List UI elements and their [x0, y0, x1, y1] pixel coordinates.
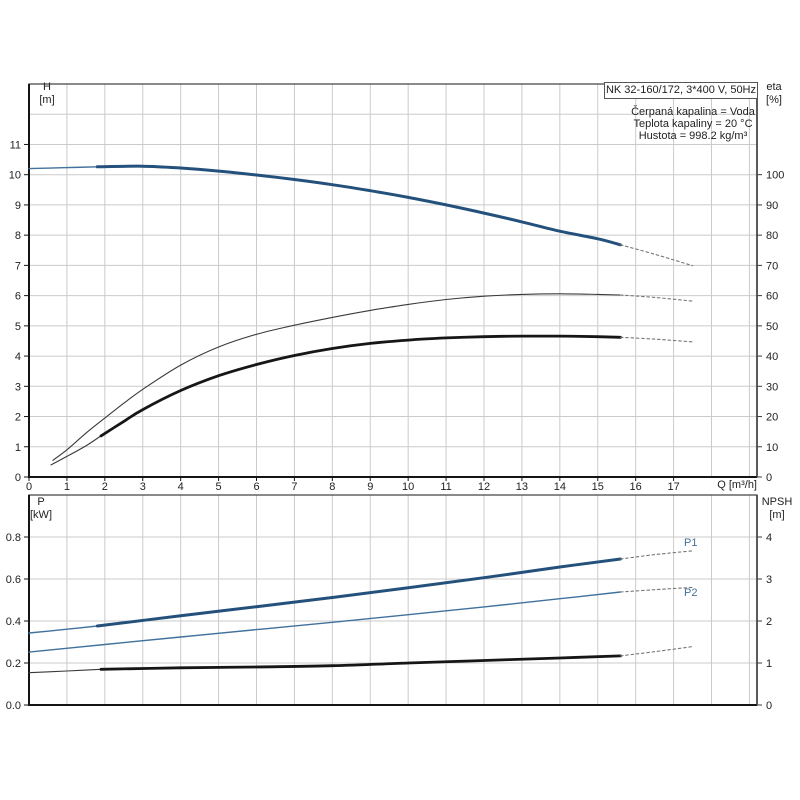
svg-text:0: 0	[15, 472, 21, 484]
curve-p2-ext	[619, 586, 694, 593]
svg-text:17: 17	[667, 481, 679, 493]
svg-text:30: 30	[766, 381, 778, 393]
svg-text:40: 40	[766, 351, 778, 363]
svg-text:3: 3	[140, 481, 146, 493]
svg-text:3: 3	[15, 381, 21, 393]
liquid-info-line: Teplota kapaliny = 20 °C	[633, 118, 753, 130]
top-chart-curves	[28, 164, 694, 466]
svg-text:0: 0	[766, 700, 772, 712]
svg-text:10: 10	[9, 170, 21, 182]
svg-text:5: 5	[216, 481, 222, 493]
curve-eta1-ext	[619, 294, 694, 302]
svg-text:1: 1	[15, 442, 21, 454]
svg-text:7: 7	[15, 260, 21, 272]
pump-model-box: NK 32-160/172, 3*400 V, 50Hz	[604, 82, 758, 99]
svg-text:14: 14	[554, 481, 566, 493]
npsh-axis-label: NPSH [m]	[755, 496, 799, 522]
svg-text:0.0: 0.0	[6, 700, 21, 712]
p-axis-symbol: P	[37, 496, 45, 508]
curve-npsh-lead	[28, 668, 102, 674]
svg-text:80: 80	[766, 230, 778, 242]
svg-text:4: 4	[766, 532, 772, 544]
svg-text:2: 2	[102, 481, 108, 493]
top-chart-grid	[29, 84, 757, 477]
svg-text:1: 1	[64, 481, 70, 493]
bottom-chart-tick-labels: 0.0 0.2 0.4 0.6 0.8 0 1 2 3 4	[6, 532, 772, 712]
svg-text:90: 90	[766, 200, 778, 212]
svg-text:2: 2	[15, 412, 21, 424]
svg-text:0.4: 0.4	[6, 616, 21, 628]
curve-qh-ext	[619, 244, 694, 267]
curve-p1-ext	[619, 550, 694, 560]
svg-text:0.2: 0.2	[6, 658, 21, 670]
svg-text:0: 0	[26, 481, 32, 493]
h-axis-symbol: H	[43, 81, 51, 93]
svg-text:0.6: 0.6	[6, 574, 21, 586]
liquid-info-line: Hustota = 998.2 kg/m³	[638, 130, 748, 142]
svg-text:10: 10	[766, 442, 778, 454]
liquid-info-line: Čerpaná kapalina = Voda	[631, 106, 755, 118]
top-chart-frame	[28, 83, 758, 478]
svg-text:16: 16	[630, 481, 642, 493]
svg-text:20: 20	[766, 412, 778, 424]
q-axis-label: Q [m³/h]	[717, 479, 757, 491]
h-axis-label: H [m]	[30, 81, 64, 107]
svg-text:9: 9	[15, 200, 21, 212]
bottom-chart-curves	[28, 550, 694, 674]
p2-curve-label: P2	[684, 587, 698, 599]
svg-text:9: 9	[367, 481, 373, 493]
curve-npsh-main	[99, 654, 622, 671]
curve-eta2-ext	[619, 336, 694, 343]
curve-p1-lead	[28, 625, 98, 634]
eta-axis-symbol: eta	[766, 81, 782, 93]
svg-text:10: 10	[402, 481, 414, 493]
svg-text:70: 70	[766, 260, 778, 272]
svg-text:6: 6	[15, 291, 21, 303]
svg-text:15: 15	[592, 481, 604, 493]
p-axis-label: P [kW]	[22, 496, 60, 522]
curve-eta2-lead	[50, 435, 102, 466]
svg-text:100: 100	[766, 170, 784, 182]
svg-text:0: 0	[766, 472, 772, 484]
npsh-axis-unit: [m]	[769, 509, 785, 521]
svg-text:60: 60	[766, 291, 778, 303]
svg-text:4: 4	[15, 351, 21, 363]
svg-text:0.8: 0.8	[6, 532, 21, 544]
curve-qh-main	[95, 164, 622, 247]
svg-text:12: 12	[478, 481, 490, 493]
svg-text:4: 4	[178, 481, 184, 493]
curve-qh-lead	[28, 166, 98, 170]
curve-p1-main	[95, 557, 622, 628]
svg-text:2: 2	[766, 616, 772, 628]
svg-text:11: 11	[10, 139, 21, 151]
eta-axis-label: eta [%]	[757, 81, 791, 107]
svg-text:8: 8	[329, 481, 335, 493]
bottom-chart-grid	[29, 495, 757, 705]
svg-text:50: 50	[766, 321, 778, 333]
svg-text:1: 1	[766, 658, 772, 670]
svg-text:5: 5	[15, 321, 21, 333]
p1-curve-label: P1	[684, 537, 698, 549]
liquid-info: Čerpaná kapalina = Voda Teplota kapaliny…	[626, 106, 760, 142]
bottom-chart: 0.0 0.2 0.4 0.6 0.8 0 1 2 3 4	[6, 494, 772, 712]
npsh-axis-symbol: NPSH	[761, 496, 793, 508]
h-axis-unit: [m]	[39, 94, 55, 106]
svg-text:13: 13	[516, 481, 528, 493]
svg-text:6: 6	[253, 481, 259, 493]
svg-text:8: 8	[15, 230, 21, 242]
svg-text:7: 7	[291, 481, 297, 493]
curve-eta1-main	[52, 293, 622, 461]
p-axis-unit: [kW]	[30, 509, 52, 521]
svg-text:11: 11	[440, 481, 451, 493]
curve-p2-main	[28, 591, 622, 653]
curve-npsh-ext	[619, 646, 694, 657]
bottom-chart-frame	[28, 494, 758, 706]
eta-axis-unit: [%]	[766, 94, 782, 106]
curve-eta2-main	[99, 334, 622, 438]
svg-text:3: 3	[766, 574, 772, 586]
